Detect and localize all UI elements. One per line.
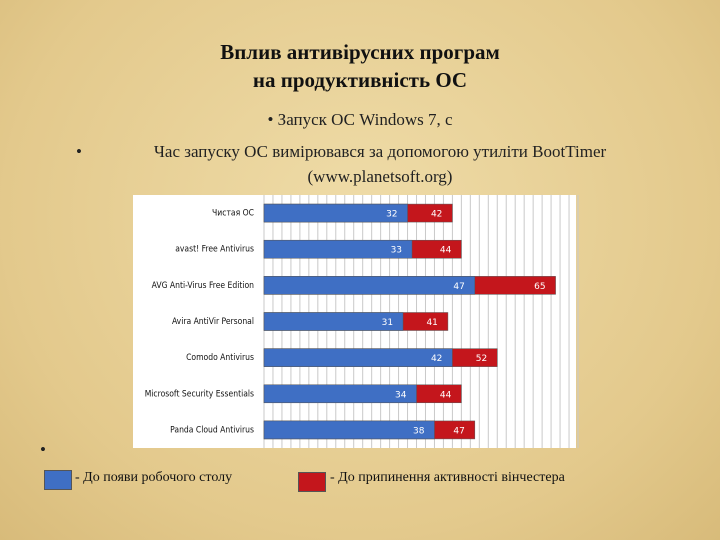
value-label: 33 [391,246,402,256]
title-line: на продуктивність ОС [252,68,468,92]
note: • Час запуску ОС вимірювався за допомогою… [76,139,660,189]
bar [263,203,408,223]
value-label: 65 [534,282,545,292]
bar [263,348,453,367]
value-label: 44 [440,246,452,256]
bar [263,420,435,440]
value-label: 42 [431,210,442,220]
title-line: Вплив антивірусних програм [220,40,500,64]
value-label: 52 [476,354,487,364]
value-label: 42 [431,354,442,364]
note: • Запуск ОС Windows 7, с [267,110,453,129]
legend-label: - До появи робочого столу [75,470,233,485]
bar [263,312,404,331]
note-text: Запуск ОС Windows 7, с [277,110,453,129]
bullet: • [40,440,46,459]
bar [263,384,417,404]
value-label: 44 [440,390,452,400]
value-label: 47 [453,426,464,436]
category-label: AVG Anti-Virus Free Edition [152,281,254,291]
value-label: 41 [426,318,437,328]
value-label: 32 [386,210,397,220]
legend-swatch [44,470,72,490]
note-text: Час запуску ОС вимірювався за допомогою … [153,142,607,186]
legend-swatch [298,472,326,492]
legend-label: - До припинення активності вінчестера [330,470,565,485]
category-label: avast! Free Antivirus [175,245,254,255]
category-label: Microsoft Security Essentials [145,389,254,399]
value-label: 31 [382,318,393,328]
category-label: Panda Cloud Antivirus [170,425,254,435]
category-label: Чистая ОС [212,209,254,219]
bar [263,276,476,295]
category-label: Avira AntiVir Personal [172,317,254,327]
value-label: 34 [395,390,407,400]
category-label: Comodo Antivirus [186,353,254,363]
value-label: 47 [453,282,464,292]
value-label: 38 [413,426,425,436]
bar [263,239,413,259]
